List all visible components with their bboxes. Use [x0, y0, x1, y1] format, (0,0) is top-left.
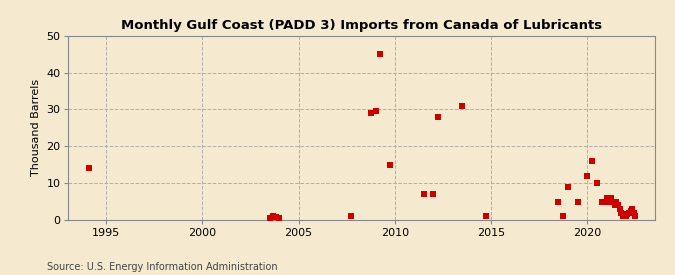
Point [605, 199, 616, 204]
Point [563, 185, 574, 189]
Point [365, 111, 376, 115]
Point [622, 212, 632, 217]
Point [267, 213, 278, 218]
Point [608, 199, 618, 204]
Point [553, 199, 564, 204]
Y-axis label: Thousand Barrels: Thousand Barrels [31, 79, 41, 177]
Point [481, 214, 491, 219]
Point [620, 214, 631, 219]
Title: Monthly Gulf Coast (PADD 3) Imports from Canada of Lubricants: Monthly Gulf Coast (PADD 3) Imports from… [121, 19, 601, 32]
Point [572, 199, 583, 204]
Point [433, 115, 443, 119]
Point [597, 199, 608, 204]
Point [558, 214, 569, 219]
Point [418, 192, 429, 196]
Point [265, 216, 275, 220]
Point [428, 192, 439, 196]
Point [591, 181, 602, 185]
Point [83, 166, 94, 170]
Point [616, 210, 626, 215]
Point [614, 207, 625, 211]
Point [582, 174, 593, 178]
Point [601, 196, 612, 200]
Point [457, 104, 468, 108]
Point [617, 214, 628, 219]
Point [628, 210, 639, 215]
Text: Source: U.S. Energy Information Administration: Source: U.S. Energy Information Administ… [47, 262, 278, 272]
Point [627, 207, 638, 211]
Point [271, 215, 281, 219]
Point [587, 159, 597, 163]
Point [624, 210, 634, 215]
Point [630, 214, 641, 219]
Point [612, 203, 623, 207]
Point [375, 52, 386, 56]
Point [606, 196, 617, 200]
Point [610, 203, 620, 207]
Point [346, 214, 357, 219]
Point [603, 199, 614, 204]
Point [611, 199, 622, 204]
Point [625, 208, 636, 213]
Point [370, 109, 381, 114]
Point [385, 163, 396, 167]
Point [274, 216, 285, 220]
